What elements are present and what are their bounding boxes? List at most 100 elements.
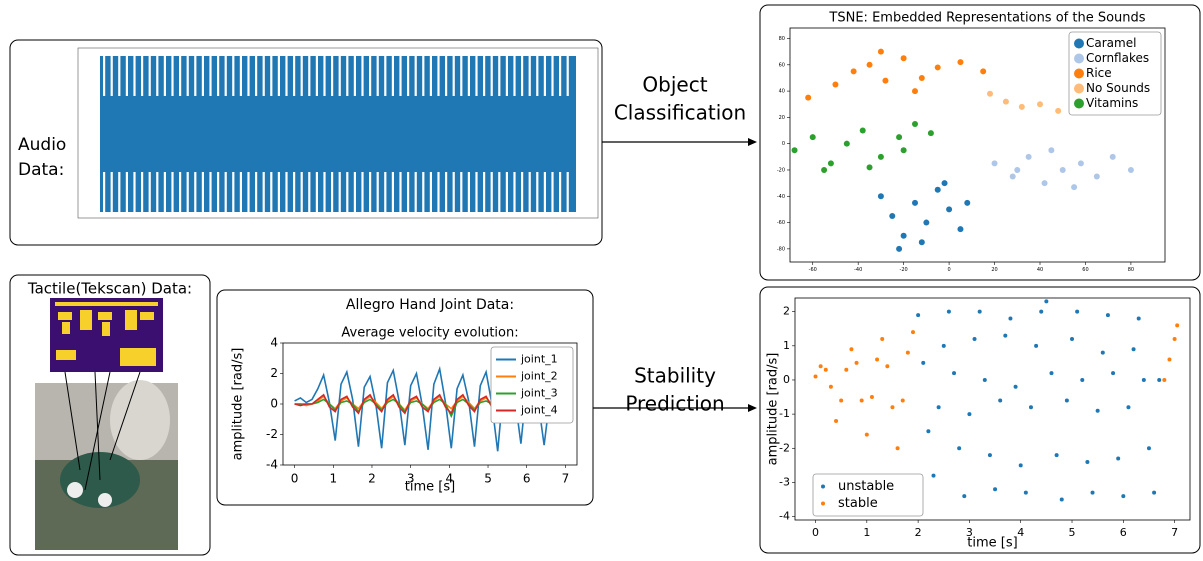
scatter-point xyxy=(823,367,828,372)
audio-label: Audio xyxy=(18,135,66,155)
wave-gap xyxy=(163,56,166,96)
scatter-point xyxy=(827,160,834,167)
scatter-point xyxy=(1136,316,1141,321)
legend-swatch xyxy=(1074,68,1084,79)
scatter-point xyxy=(941,343,946,348)
wave-gap xyxy=(513,172,516,212)
scatter-point xyxy=(877,193,884,200)
wave-gap xyxy=(559,56,562,96)
scatter-point xyxy=(936,405,941,410)
wave-gap xyxy=(467,56,470,96)
wave-gap xyxy=(262,172,265,212)
audio-waveform xyxy=(100,56,576,212)
wave-gap xyxy=(285,172,288,212)
legend-label: No Sounds xyxy=(1086,81,1150,95)
legend-box xyxy=(490,346,574,424)
wave-gap xyxy=(521,56,524,96)
y-axis-label: amplitude [rad/s] xyxy=(766,353,781,466)
chart-title: Allegro Hand Joint Data: xyxy=(346,297,514,313)
y-tick-label: -20 xyxy=(777,167,785,173)
wave-gap xyxy=(156,172,159,212)
scatter-point xyxy=(1152,490,1157,495)
scatter-point xyxy=(977,309,982,314)
scatter-point xyxy=(900,55,907,62)
wave-gap xyxy=(232,172,235,212)
y-tick-label: -3 xyxy=(779,475,790,488)
wave-gap xyxy=(224,56,227,96)
scatter-point xyxy=(1071,184,1078,191)
tactile-cell xyxy=(56,350,76,360)
photo-lines xyxy=(64,371,141,491)
wave-gap xyxy=(308,56,311,96)
x-tick-label: 1 xyxy=(863,526,870,539)
tactile-cell xyxy=(80,310,92,330)
wave-gap xyxy=(331,172,334,212)
x-tick-label: 6 xyxy=(1120,526,1127,539)
legend-label: joint_1 xyxy=(520,353,558,366)
wave-gap xyxy=(110,172,113,212)
scatter-point xyxy=(916,313,921,318)
wave-gap xyxy=(551,56,554,96)
x-tick-label: 1 xyxy=(329,471,337,485)
y-tick-label: -60 xyxy=(777,220,785,226)
legend-label: Cornflakes xyxy=(1086,51,1149,65)
scatter-point xyxy=(854,360,859,365)
scatter-point xyxy=(850,68,857,75)
x-tick-label: 0 xyxy=(947,267,950,273)
chart-subtitle: Average velocity evolution: xyxy=(341,326,518,341)
scatter-point xyxy=(934,64,941,71)
legend-swatch xyxy=(1074,83,1084,94)
wave-gap xyxy=(391,56,394,96)
y-tick-label: 0 xyxy=(270,397,278,411)
wave-gap xyxy=(346,56,349,96)
wave-gap xyxy=(293,172,296,212)
scatter-point xyxy=(1018,463,1023,468)
wave-gap xyxy=(429,172,432,212)
scatter-point xyxy=(967,412,972,417)
wave-gap xyxy=(125,56,128,96)
chart-title: TSNE: Embedded Representations of the So… xyxy=(828,11,1145,26)
wave-gap xyxy=(414,56,417,96)
arrowhead xyxy=(748,138,757,146)
scatter-point xyxy=(866,164,873,171)
scatter-point xyxy=(821,166,828,173)
x-tick-label: 0 xyxy=(812,526,819,539)
wave-gap xyxy=(445,56,448,96)
wave-gap xyxy=(467,172,470,212)
scatter-point xyxy=(900,147,907,154)
wave-gap xyxy=(315,172,318,212)
scatter-point xyxy=(869,395,874,400)
scatter-point xyxy=(1028,405,1033,410)
scatter-point xyxy=(1085,459,1090,464)
scatter-point xyxy=(900,232,907,239)
arrowhead xyxy=(748,404,757,412)
wave-gap xyxy=(353,172,356,212)
scatter-point xyxy=(912,120,918,127)
scatter-point xyxy=(791,147,798,154)
scatter-point xyxy=(952,371,957,376)
y-tick-label: -4 xyxy=(266,458,278,472)
scatter-point xyxy=(828,384,833,389)
tactile-image xyxy=(50,298,163,372)
wave-gap xyxy=(179,56,182,96)
wave-gap xyxy=(399,56,402,96)
wave-gap xyxy=(338,172,341,212)
wave-gap xyxy=(353,56,356,96)
y-tick-label: 1 xyxy=(783,339,790,352)
scatter-point xyxy=(832,81,839,88)
scatter-point xyxy=(1116,456,1121,461)
tactile-cell xyxy=(125,310,137,330)
wave-gap xyxy=(475,56,478,96)
x-tick-label: 6 xyxy=(523,471,531,485)
scatter-point xyxy=(957,59,964,66)
wave-gap xyxy=(148,172,151,212)
wave-gap xyxy=(209,56,212,96)
wave-gap xyxy=(422,172,425,212)
wave-gap xyxy=(103,172,106,212)
scatter-point xyxy=(987,453,992,458)
wave-gap xyxy=(513,56,516,96)
tactile-cell xyxy=(98,312,112,320)
wave-gap xyxy=(125,172,128,212)
scatter-point xyxy=(1100,350,1105,355)
wave-gap xyxy=(110,56,113,96)
